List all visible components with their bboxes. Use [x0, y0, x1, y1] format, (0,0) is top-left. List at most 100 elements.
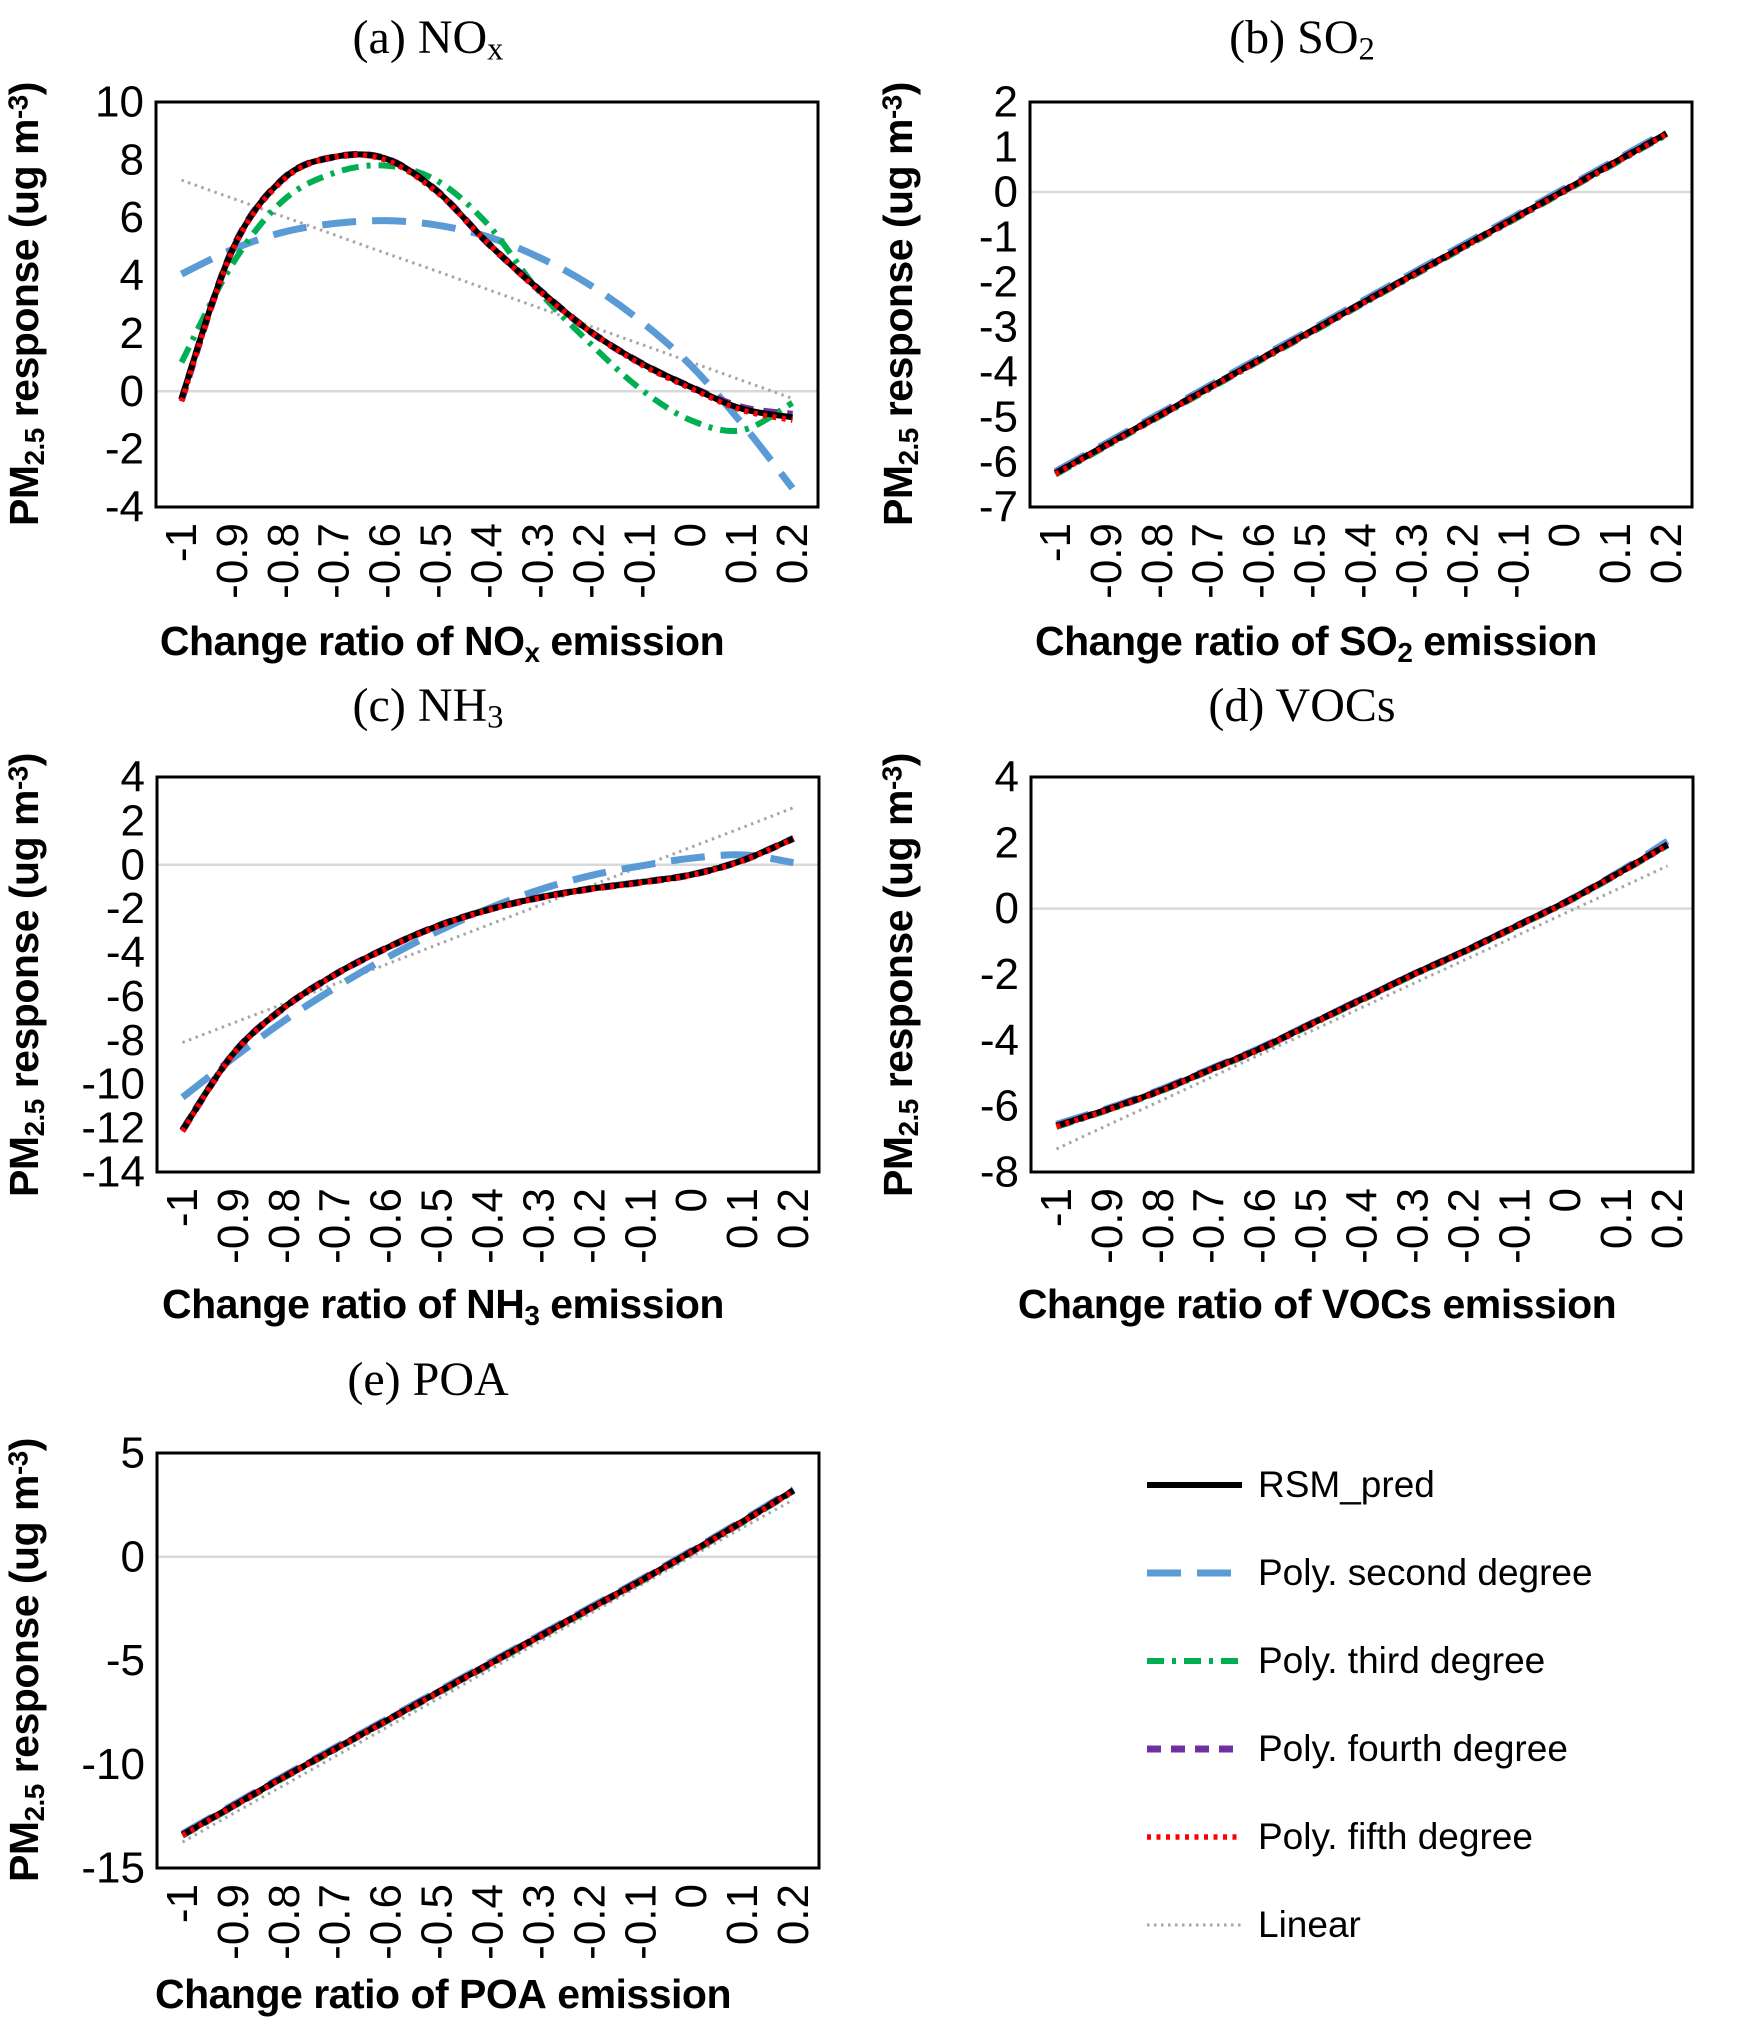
svg-text:-7: -7	[979, 483, 1018, 532]
svg-text:-0.9: -0.9	[208, 523, 257, 599]
svg-text:-4: -4	[980, 1016, 1019, 1065]
svg-text:0: 0	[121, 1532, 145, 1581]
y-axis-label-b: PM2.5 response (ug m-3)	[875, 82, 925, 526]
svg-text:0.2: 0.2	[1642, 523, 1691, 584]
svg-text:0.1: 0.1	[718, 1884, 767, 1945]
y-axis-label-d: PM2.5 response (ug m-3)	[875, 753, 925, 1197]
svg-text:0: 0	[121, 840, 145, 889]
legend: RSM_pred Poly. second degree Poly. third…	[1147, 1460, 1593, 1988]
y-axis-label-superscript: -3	[2, 1451, 34, 1476]
y-axis-label-text: )	[875, 82, 922, 96]
y-axis-label-text: PM	[1, 1821, 48, 1882]
y-axis-label-text: PM	[1, 465, 48, 526]
plot-d: 420-2-4-6-8-1 -0.9 -0.8 -0.7 -0.6 -0.5 -0.4 -0.…	[980, 753, 1695, 1264]
svg-text:-1: -1	[158, 1188, 207, 1227]
x-axis-title-a: Change ratio of NOx emission	[66, 618, 818, 669]
legend-item-poly-second: Poly. second degree	[1147, 1548, 1593, 1598]
plot-e: 5 0 -5 -10 -15 -1 -0.9 -0.8 -0.7 -0.6 -0.5 -0.4 -0.3…	[81, 1429, 821, 1960]
x-axis-title-text: emission	[1431, 1281, 1617, 1327]
svg-text:0.2: 0.2	[769, 1188, 818, 1249]
svg-text:2: 2	[121, 796, 145, 845]
chart-title-d: (d) VOCs	[940, 678, 1664, 737]
svg-text:-0.3: -0.3	[514, 1884, 563, 1960]
svg-text:4: 4	[995, 753, 1019, 802]
y-axis-label-a: PM2.5 response (ug m-3)	[1, 82, 51, 526]
svg-text:-0.7: -0.7	[311, 1884, 360, 1960]
x-axis-title-subscript: 2	[1397, 637, 1413, 669]
svg-text:0.1: 0.1	[718, 1188, 767, 1249]
svg-text:-0.2: -0.2	[1439, 1188, 1488, 1264]
svg-text:-0.4: -0.4	[464, 1188, 513, 1264]
y-axis-label-text: response (ug m	[875, 119, 922, 429]
svg-text:0: 0	[994, 168, 1018, 217]
chart-title-text: (c)	[352, 679, 418, 732]
y-axis-label-text: response (ug m	[1, 119, 48, 429]
svg-text:10: 10	[95, 78, 144, 127]
x-axis-title-subscript: x	[524, 637, 540, 669]
svg-text:2: 2	[994, 78, 1018, 127]
legend-item-poly-third: Poly. third degree	[1147, 1636, 1593, 1686]
svg-text:-1: -1	[157, 523, 206, 562]
x-axis-title-text: Change ratio of SO	[1035, 618, 1398, 664]
y-axis-label-subscript: 2.5	[18, 428, 50, 466]
x-axis-title-b: Change ratio of SO2 emission	[940, 618, 1692, 669]
y-axis-label-superscript: -3	[876, 95, 908, 120]
svg-text:2: 2	[120, 309, 144, 358]
svg-text:0: 0	[666, 523, 715, 547]
svg-text:-0.1: -0.1	[1490, 1188, 1539, 1264]
y-axis-label-subscript: 2.5	[18, 1099, 50, 1137]
svg-text:0: 0	[667, 1188, 716, 1212]
svg-text:-0.3: -0.3	[514, 1188, 563, 1264]
svg-text:-0.6: -0.6	[361, 523, 410, 599]
legend-item-poly-fifth: Poly. fifth degree	[1147, 1812, 1593, 1862]
svg-text:-10: -10	[81, 1740, 145, 1789]
chart-title-text: VOCs	[1275, 679, 1396, 732]
chart-title-c: (c) NH3	[66, 678, 790, 737]
svg-text:0.2: 0.2	[769, 1884, 818, 1945]
svg-text:-1: -1	[1032, 1188, 1081, 1227]
y-axis-label-text: )	[1, 753, 48, 767]
svg-text:-4: -4	[105, 483, 144, 532]
y-axis-label-text: )	[1, 82, 48, 96]
y-axis-label-text: )	[875, 753, 922, 767]
svg-text:0: 0	[1540, 523, 1589, 547]
svg-text:5: 5	[121, 1429, 145, 1478]
svg-text:-0.8: -0.8	[259, 523, 308, 599]
legend-line-long-dash-icon	[1147, 1569, 1242, 1577]
svg-text:-8: -8	[106, 1016, 145, 1065]
svg-text:-0.4: -0.4	[464, 1884, 513, 1960]
svg-text:-5: -5	[106, 1636, 145, 1685]
svg-text:-0.7: -0.7	[1185, 1188, 1234, 1264]
x-axis-title-c: Change ratio of NH3 emission	[67, 1281, 819, 1332]
svg-text:-0.2: -0.2	[565, 1884, 614, 1960]
svg-text:-0.8: -0.8	[1134, 1188, 1183, 1264]
chart-title-text: SO	[1297, 11, 1359, 64]
legend-item-poly-fourth: Poly. fourth degree	[1147, 1724, 1593, 1774]
svg-text:-0.1: -0.1	[616, 1188, 665, 1264]
svg-text:-0.1: -0.1	[615, 523, 664, 599]
x-axis-title-text: emission	[1412, 618, 1597, 664]
svg-text:-0.7: -0.7	[1184, 523, 1233, 599]
svg-text:-0.2: -0.2	[564, 523, 613, 599]
chart-title-subscript: 3	[487, 699, 504, 736]
svg-text:-0.8: -0.8	[260, 1884, 309, 1960]
svg-text:-2: -2	[979, 258, 1018, 307]
svg-text:-10: -10	[81, 1060, 145, 1109]
svg-text:-0.1: -0.1	[616, 1884, 665, 1960]
svg-text:-0.5: -0.5	[413, 1884, 462, 1960]
chart-title-subscript: x	[487, 31, 504, 68]
svg-text:-0.5: -0.5	[412, 523, 461, 599]
svg-text:0: 0	[1541, 1188, 1590, 1212]
plot-b: 210-1-2-3-4-5-6-7-1 -0.9 -0.8 -0.7 -0.6 -0.5-…	[979, 78, 1694, 599]
svg-text:-0.8: -0.8	[1133, 523, 1182, 599]
svg-text:-0.2: -0.2	[1438, 523, 1487, 599]
svg-text:-6: -6	[979, 438, 1018, 487]
x-axis-title-text: Change ratio of NH	[162, 1281, 525, 1327]
chart-title-text: (d)	[1208, 679, 1276, 732]
svg-text:0.2: 0.2	[1643, 1188, 1692, 1249]
y-axis-label-superscript: -3	[876, 766, 908, 791]
chart-title-text: POA	[412, 1353, 509, 1406]
svg-text:-0.6: -0.6	[1235, 523, 1284, 599]
legend-label: Poly. fourth degree	[1258, 1728, 1568, 1769]
